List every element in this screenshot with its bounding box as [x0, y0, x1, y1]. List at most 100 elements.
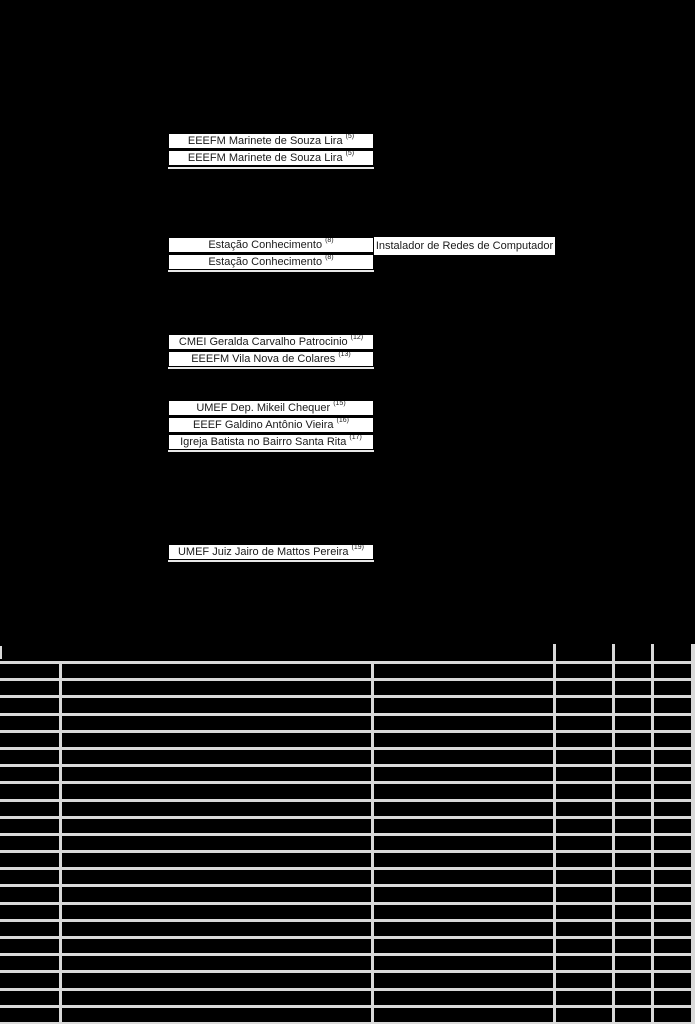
footnote-ref: (15) — [333, 400, 346, 408]
table-cell — [555, 956, 612, 971]
table-row-divider — [0, 970, 695, 974]
table-row-divider — [0, 867, 695, 871]
table-cell — [61, 732, 371, 747]
flow-box-school: Igreja Batista no Bairro Santa Rita (17) — [168, 434, 374, 450]
table-row-divider — [0, 815, 695, 819]
table-cell — [61, 990, 371, 1005]
table-cell — [555, 887, 612, 902]
table-row — [0, 801, 695, 816]
table-cell — [373, 664, 553, 679]
table-cell — [555, 973, 612, 988]
table-cell — [61, 1007, 371, 1022]
group-underline — [168, 167, 374, 169]
table-cell — [653, 698, 691, 713]
table-cell — [373, 956, 553, 971]
table-row — [0, 767, 695, 782]
table-cell — [653, 801, 691, 816]
table-header-cell — [654, 644, 691, 661]
footnote-ref: (17) — [349, 434, 362, 442]
table-row — [0, 715, 695, 730]
table-cell — [614, 1007, 651, 1022]
table-cell — [653, 939, 691, 954]
flow-box-school: EEEFM Marinete de Souza Lira (5) — [168, 150, 374, 166]
table-cell — [653, 904, 691, 919]
table-cell — [555, 681, 612, 696]
table-row-divider — [0, 746, 695, 750]
table-cell — [653, 921, 691, 936]
table-row-divider — [0, 1004, 695, 1008]
table-cell — [555, 1007, 612, 1022]
table-cell — [373, 973, 553, 988]
footnote-ref: (8) — [325, 237, 334, 245]
table-row-divider — [0, 712, 695, 716]
table-cell — [653, 767, 691, 782]
table-row — [0, 784, 695, 799]
table-cell — [0, 698, 59, 713]
table-cell — [61, 939, 371, 954]
table-cell — [614, 835, 651, 851]
flow-box-school: UMEF Dep. Mikeil Chequer (15) — [168, 400, 374, 416]
table-cell — [61, 749, 371, 765]
table-cell — [614, 767, 651, 782]
table-cell — [373, 715, 553, 730]
table-cell — [61, 801, 371, 816]
table-cell — [0, 749, 59, 765]
table-cell — [653, 990, 691, 1005]
table-cell — [555, 732, 612, 747]
table-left-border-tick — [0, 646, 2, 659]
table-cell — [653, 887, 691, 902]
table-cell — [61, 870, 371, 885]
table-cell — [614, 990, 651, 1005]
table-cell — [614, 870, 651, 885]
table-cell — [614, 921, 651, 936]
table-row — [0, 749, 695, 765]
table-cell — [614, 732, 651, 747]
table-cell — [61, 921, 371, 936]
table-cell — [653, 664, 691, 679]
table-cell — [653, 784, 691, 799]
table-cell — [614, 749, 651, 765]
table-row-divider — [0, 729, 695, 733]
table-cell — [555, 715, 612, 730]
table-cell — [0, 664, 59, 679]
flow-box-school: UMEF Juiz Jairo de Mattos Pereira (19) — [168, 544, 374, 560]
table-cell — [614, 973, 651, 988]
table-row — [0, 698, 695, 713]
table-cell — [373, 681, 553, 696]
flow-box-course: Instalador de Redes de Computador — [373, 236, 556, 256]
table-cell — [373, 784, 553, 799]
table-cell — [373, 749, 553, 765]
bottom-table — [0, 644, 695, 1024]
table-cell — [555, 904, 612, 919]
table-row — [0, 1007, 695, 1022]
table-cell — [614, 887, 651, 902]
table-cell — [653, 956, 691, 971]
group-underline — [168, 450, 374, 452]
table-cell — [0, 784, 59, 799]
table-row-divider — [0, 764, 695, 768]
flow-box-label: EEEFM Marinete de Souza Lira — [187, 135, 343, 147]
table-cell — [653, 853, 691, 868]
table-row-divider — [0, 1021, 695, 1024]
table-row-divider — [0, 781, 695, 785]
table-cell — [555, 698, 612, 713]
table-cell — [614, 956, 651, 971]
table-row-divider — [0, 798, 695, 802]
table-cell — [614, 853, 651, 868]
table-cell — [0, 956, 59, 971]
table-cell — [614, 698, 651, 713]
footnote-ref: (5) — [345, 133, 355, 141]
table-cell — [373, 870, 553, 885]
table-cell — [0, 715, 59, 730]
footnote-ref: (19) — [351, 544, 364, 552]
table-cell — [61, 715, 371, 730]
table-cell — [614, 904, 651, 919]
table-row — [0, 681, 695, 696]
table-cell — [555, 939, 612, 954]
table-cell — [614, 715, 651, 730]
table-header-divider — [0, 661, 695, 664]
table-row-divider — [0, 953, 695, 957]
table-cell — [653, 1007, 691, 1022]
table-cell — [61, 973, 371, 988]
table-cell — [653, 818, 691, 833]
